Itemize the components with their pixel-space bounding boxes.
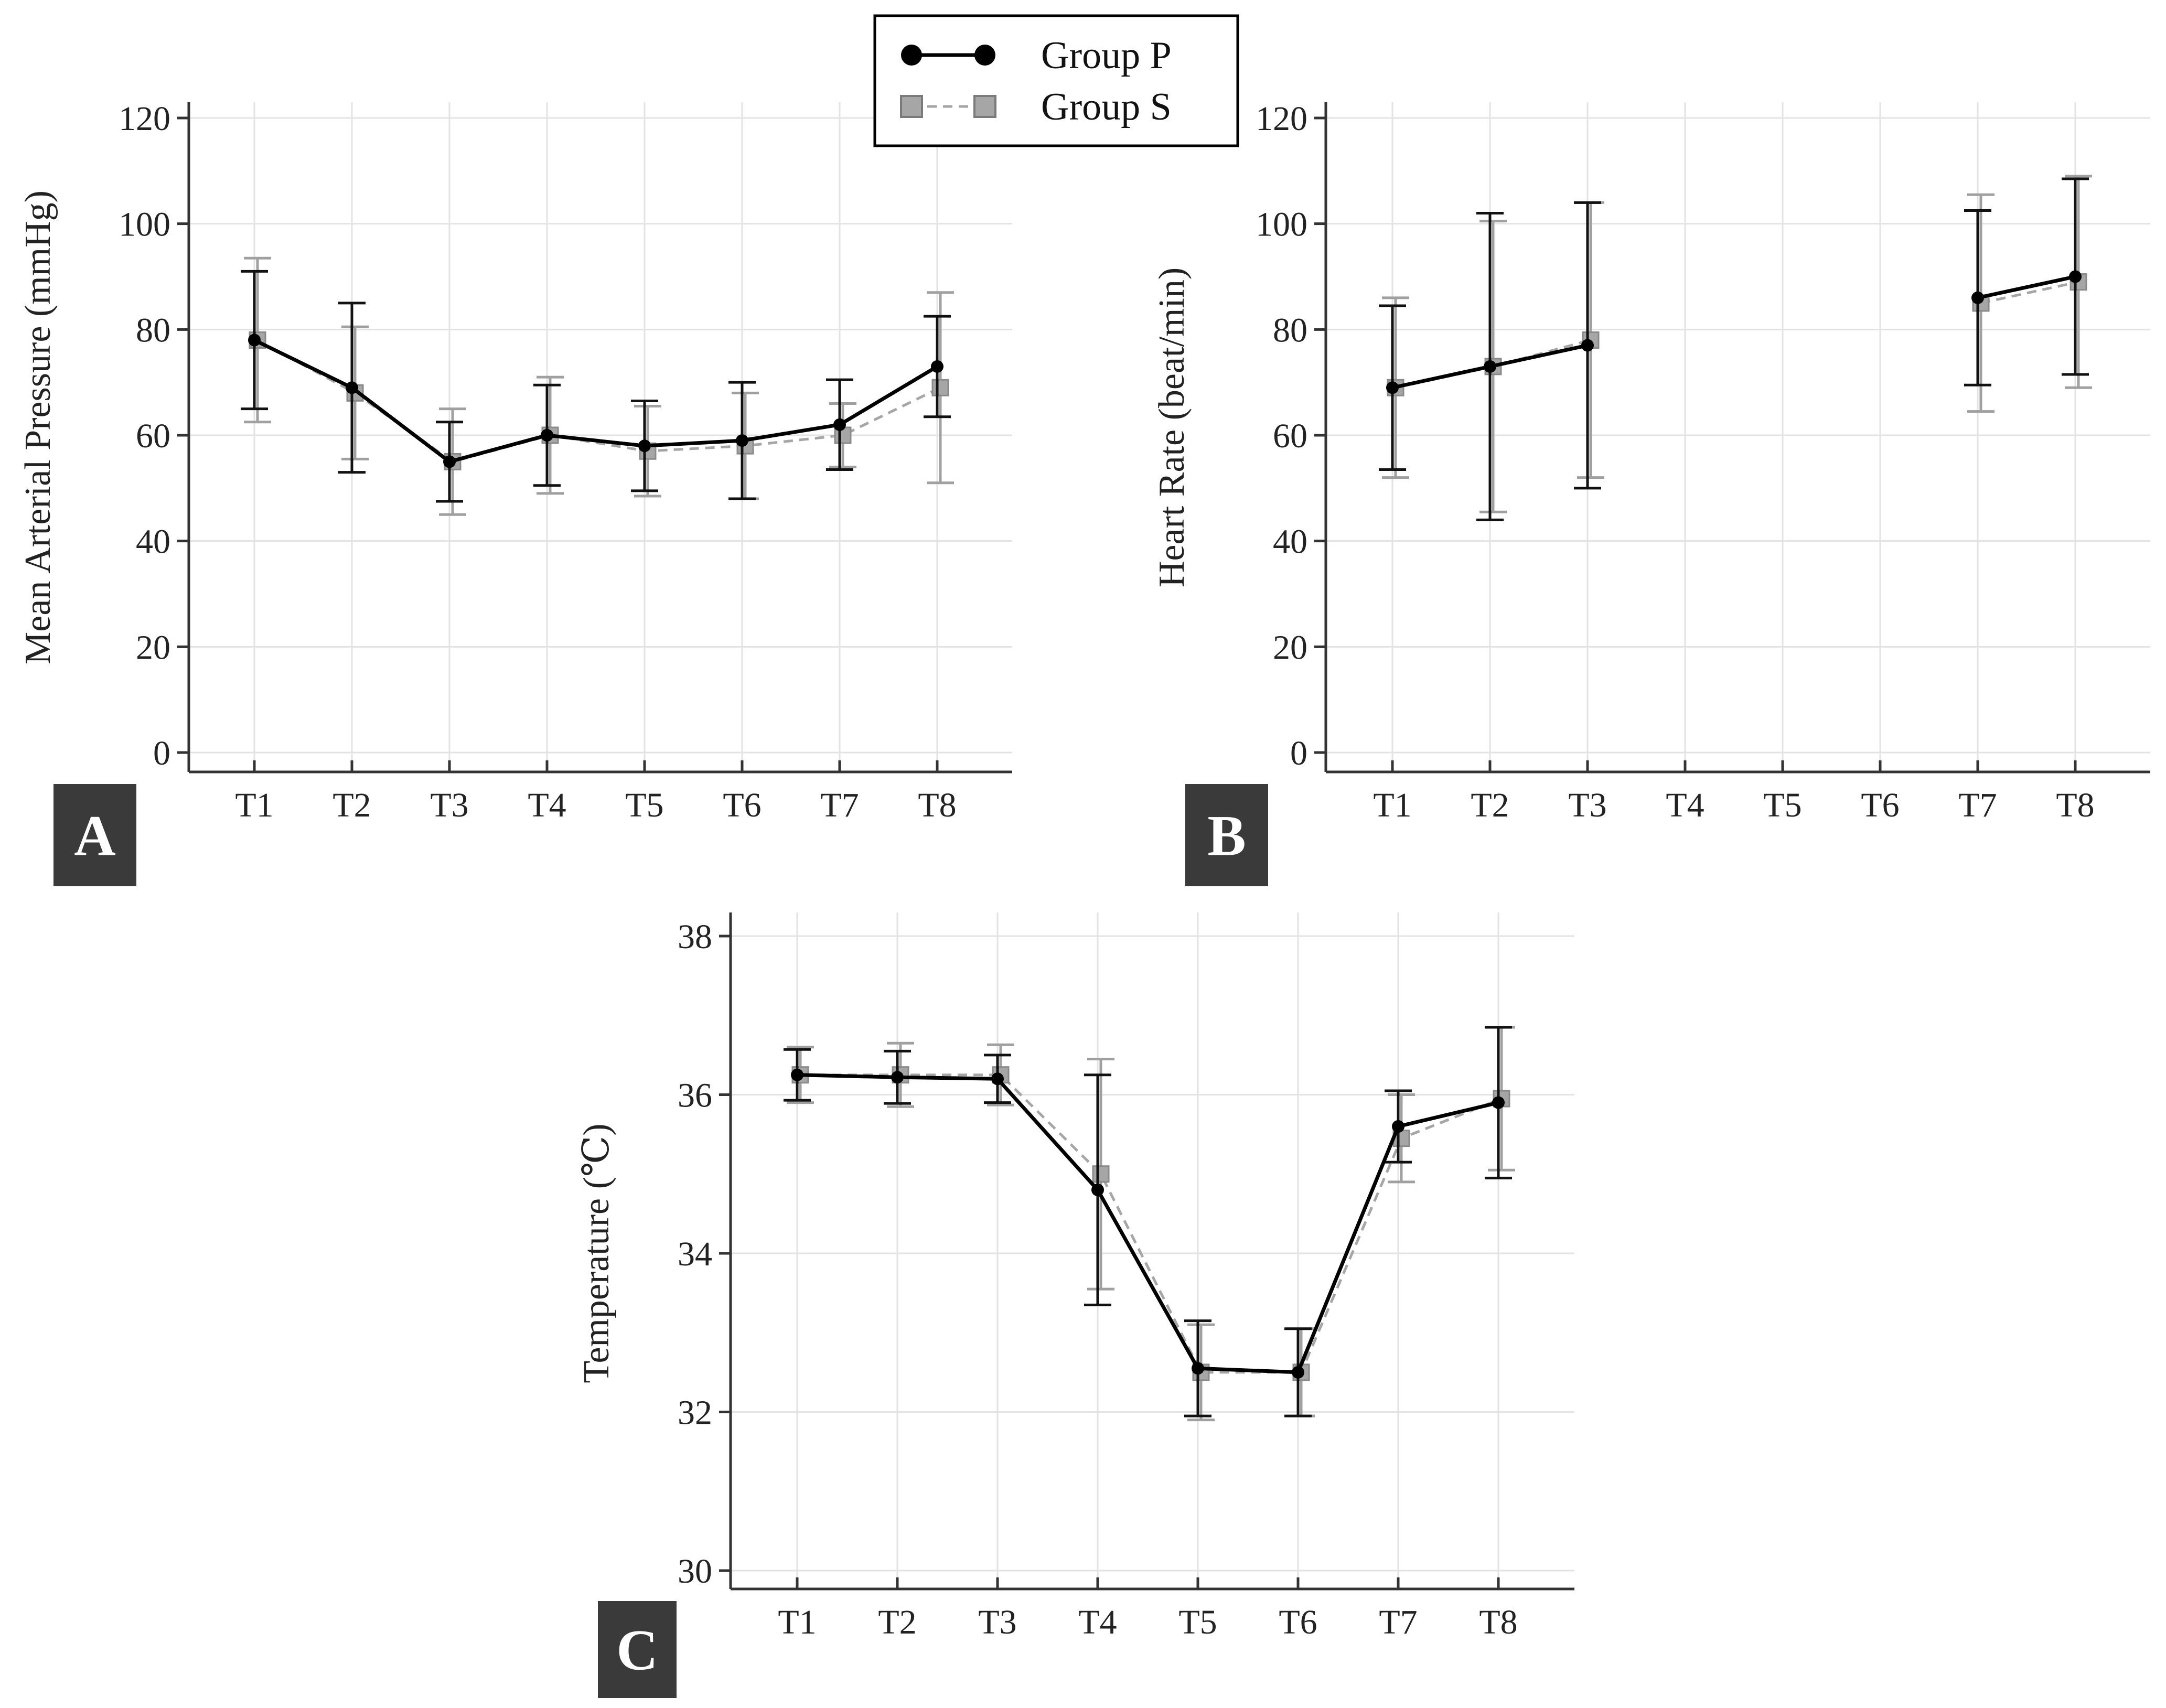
panel-c-x-tick-label: T5 <box>1178 1603 1217 1641</box>
panel-b-y-tick-label: 100 <box>1256 206 1307 244</box>
panel-a-y-tick-label: 0 <box>153 734 170 772</box>
panel-c-y-tick-label: 36 <box>678 1077 712 1115</box>
panel-a-letter-badge <box>53 784 136 886</box>
panel-a-point-group-p <box>541 429 553 442</box>
panel-a-point-group-p <box>443 455 456 468</box>
legend-label-group-p: Group P <box>1041 34 1172 77</box>
panel-a-point-group-p <box>638 439 651 453</box>
panel-a-y-axis-title: Mean Arterial Pressure (mmHg) <box>18 190 58 664</box>
panel-c-x-tick-label: T2 <box>878 1603 916 1641</box>
panel-b-point-group-p <box>1484 360 1496 373</box>
panel-a-x-tick-label: T6 <box>723 786 761 824</box>
legend-item-group-p: Group P <box>901 34 1172 77</box>
panel-c-line-group-p <box>797 1073 1499 1374</box>
panel-b-chart: 0 20 40 60 80 100 120 T1 T2 T3 T4 T5 T6 T7 T8 Heart Rat… <box>1152 100 2150 886</box>
panel-c-point-group-p <box>1292 1366 1304 1379</box>
panel-b-y-tick-label: 40 <box>1273 523 1307 561</box>
panel-a-point-group-p <box>931 360 943 373</box>
panel-b-point-group-p <box>1581 339 1594 352</box>
panel-c-point-group-p <box>1392 1120 1404 1133</box>
panel-b-x-tick-label: T7 <box>1958 786 1997 824</box>
panel-c-point-group-p <box>1192 1362 1204 1375</box>
panel-b-point-group-p <box>1386 381 1399 394</box>
panel-b-point-group-p <box>1971 291 1984 304</box>
panel-c-line-group-s <box>800 1073 1502 1374</box>
panel-c-letter-badge <box>598 1601 677 1698</box>
panel-a-y-tick-label: 80 <box>136 311 170 349</box>
panel-a-x-tick-label: T2 <box>333 786 371 824</box>
panel-a-y-tick-label: 20 <box>136 628 170 667</box>
panel-b-letter-badge <box>1185 784 1268 886</box>
panel-c-point-group-p <box>991 1072 1004 1086</box>
legend-marker-group-p <box>901 45 922 66</box>
panel-c-y-axis-title: Temperature (℃) <box>576 1123 617 1383</box>
legend-marker-group-s <box>900 95 923 118</box>
panel-c-x-tick-label: T7 <box>1379 1603 1417 1641</box>
panel-a-x-tick-label: T3 <box>430 786 468 824</box>
panel-c-letter: C <box>616 1618 658 1682</box>
panel-a-x-tick-label: T5 <box>625 786 663 824</box>
legend-marker-group-s <box>973 95 996 118</box>
panel-b-x-tick-label: T3 <box>1568 786 1606 824</box>
panel-c-y-tick-label: 30 <box>678 1552 712 1591</box>
panel-a-point-group-p <box>248 334 261 347</box>
legend-item-group-s: Group S <box>900 85 1172 128</box>
panel-b-y-tick-label: 0 <box>1290 734 1307 772</box>
legend-label-group-s: Group S <box>1041 85 1172 128</box>
panel-c-x-tick-label: T1 <box>778 1603 816 1641</box>
panel-b-x-tick-label: T5 <box>1763 786 1802 824</box>
panel-b-y-tick-label: 60 <box>1273 417 1307 455</box>
panel-a-chart: 0 20 40 60 80 100 120 T1 T2 T3 T4 T5 T6 T7 T8 Mean Arte… <box>18 100 1012 886</box>
panel-a-x-tick-label: T4 <box>528 786 566 824</box>
panel-b-y-tick-label: 120 <box>1256 100 1307 138</box>
panel-c-point-group-s <box>1092 1165 1110 1183</box>
panel-b-x-tick-label: T4 <box>1666 786 1704 824</box>
panel-c-x-tick-label: T4 <box>1078 1603 1117 1641</box>
panel-b-x-tick-label: T1 <box>1373 786 1411 824</box>
panel-a-x-tick-label: T1 <box>235 786 273 824</box>
panel-a-y-tick-label: 40 <box>136 523 170 561</box>
legend-box <box>873 14 1239 147</box>
panel-c-x-tick-label: T8 <box>1479 1603 1517 1641</box>
panel-a-y-tick-label: 100 <box>119 206 170 244</box>
panel-c-chart: 30 32 34 36 38 T1 T2 T3 T4 T5 T6 T7 T8 Temperature (℃… <box>576 912 1574 1698</box>
panel-a-x-tick-label: T8 <box>918 786 956 824</box>
panel-b-letter: B <box>1207 804 1246 868</box>
panel-b-x-tick-label: T2 <box>1471 786 1509 824</box>
panel-a-line-group-p <box>253 338 938 464</box>
panel-b-point-group-p <box>2069 270 2082 283</box>
panel-c-x-tick-label: T3 <box>978 1603 1016 1641</box>
panel-c-y-tick-label: 38 <box>678 918 712 956</box>
panel-b-y-tick-label: 20 <box>1273 628 1307 667</box>
panel-a-point-group-p <box>833 418 846 431</box>
panel-a-letter: A <box>74 804 115 868</box>
panel-b-x-tick-label: T6 <box>1861 786 1899 824</box>
panel-c-point-group-p <box>1091 1184 1104 1196</box>
panel-a-point-group-s <box>931 379 949 396</box>
panel-c-point-group-p <box>1492 1096 1505 1109</box>
panel-a-x-tick-label: T7 <box>820 786 859 824</box>
panel-b-y-axis-title: Heart Rate (beat/min) <box>1152 267 1192 587</box>
panel-c-y-tick-label: 32 <box>678 1394 712 1432</box>
panel-a-y-tick-label: 60 <box>136 417 170 455</box>
panel-a-point-group-p <box>736 434 748 447</box>
panel-b-y-tick-label: 80 <box>1273 311 1307 349</box>
legend-marker-group-p <box>974 45 995 66</box>
panel-c-point-group-p <box>891 1071 904 1084</box>
panel-b-x-tick-label: T8 <box>2056 786 2094 824</box>
panel-a-point-group-p <box>346 381 358 394</box>
panel-a-y-tick-label: 120 <box>119 100 170 138</box>
panel-c-y-tick-label: 34 <box>678 1235 712 1273</box>
panel-c-point-group-p <box>791 1068 803 1081</box>
legend: Group P Group S <box>873 14 1239 147</box>
panel-c-x-tick-label: T6 <box>1279 1603 1317 1641</box>
